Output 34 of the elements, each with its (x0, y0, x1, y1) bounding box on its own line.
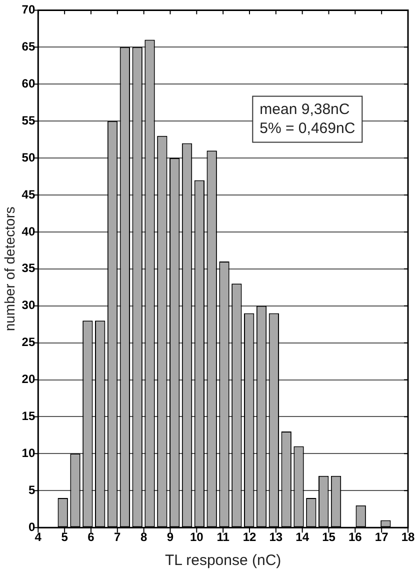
y-tick-label: 15 (22, 409, 36, 424)
x-tick-label: 17 (374, 530, 389, 544)
x-tick-label: 4 (34, 530, 42, 544)
y-tick-label: 65 (22, 39, 36, 54)
y-tick-label: 35 (22, 261, 36, 276)
x-tick-label: 10 (190, 530, 204, 544)
y-tick-label: 50 (22, 150, 36, 164)
y-tick-label: 55 (22, 113, 36, 128)
y-tick-label: 10 (22, 446, 36, 460)
x-tick-label: 8 (140, 530, 148, 544)
x-tick-label: 9 (166, 530, 174, 544)
y-tick-label: 25 (22, 335, 36, 350)
y-tick-label: 20 (22, 372, 36, 386)
x-tick-label: 6 (88, 530, 95, 544)
y-tick-label: 70 (22, 2, 36, 17)
x-tick-label: 12 (242, 530, 256, 544)
y-tick-label: 60 (22, 76, 36, 90)
y-axis-title: number of detectors (1, 206, 18, 332)
annotation: mean 9,38nC (260, 100, 350, 118)
x-tick-label: 18 (401, 530, 415, 544)
x-tick-label: 11 (216, 530, 230, 544)
x-axis-title: TL response (nC) (164, 552, 282, 570)
x-tick-label: 15 (322, 530, 336, 544)
x-tick-label: 5 (61, 530, 68, 544)
y-tick-label: 5 (28, 482, 36, 497)
y-tick-label: 40 (22, 224, 36, 238)
x-tick-label: 13 (269, 530, 283, 544)
y-tick-label: 0 (28, 520, 36, 534)
y-tick-label: 45 (22, 187, 36, 202)
x-tick-label: 16 (348, 530, 362, 544)
x-tick-label: 14 (296, 530, 310, 544)
y-tick-label: 30 (22, 298, 36, 312)
x-tick-label: 7 (114, 530, 122, 544)
annotation: 5% = 0,469nC (260, 120, 356, 137)
